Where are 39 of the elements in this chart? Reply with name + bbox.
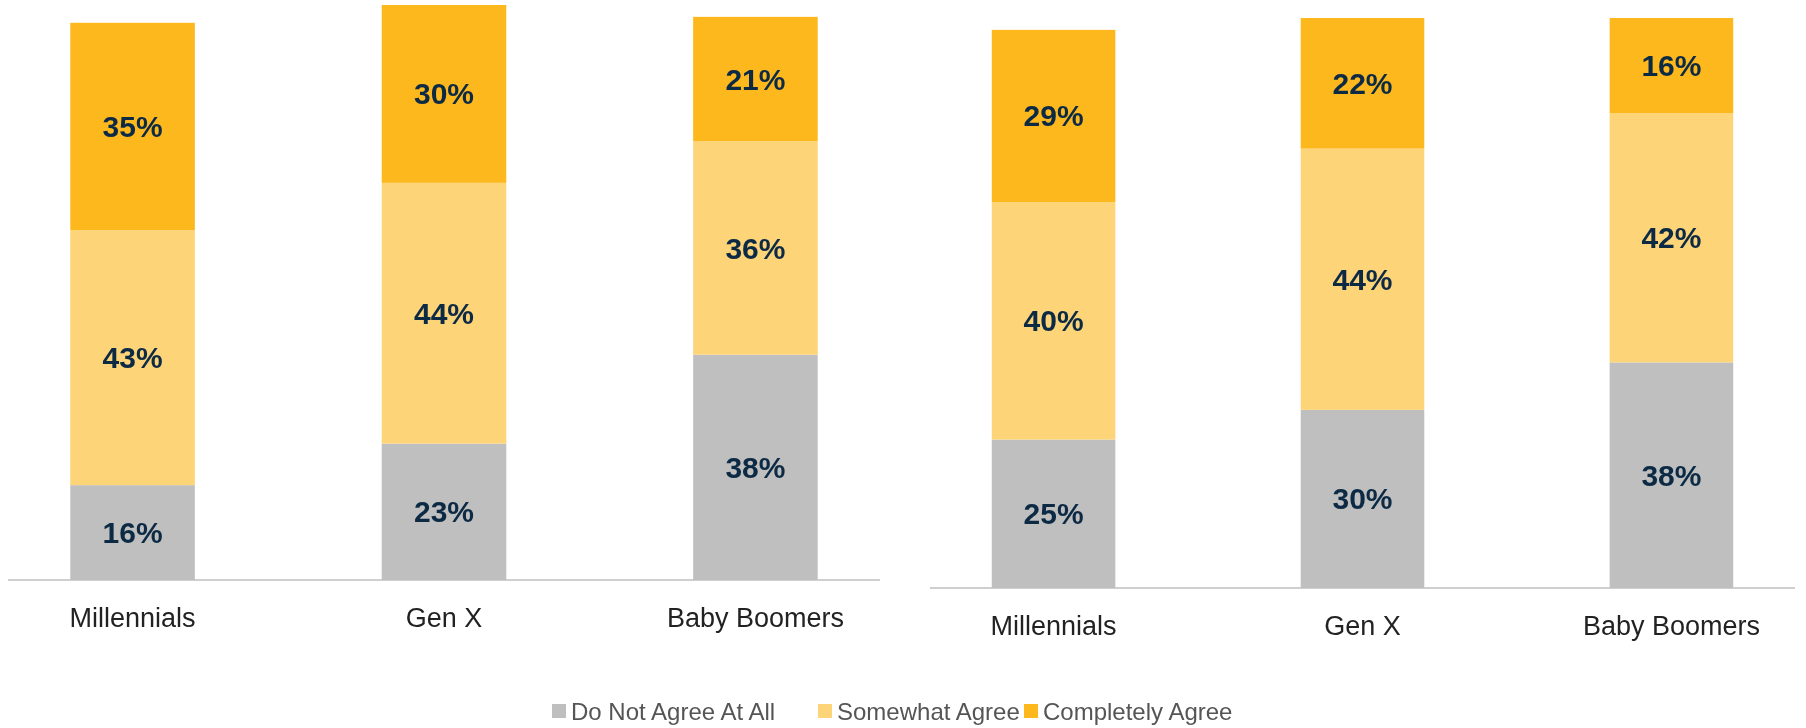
legend-label: Completely Agree bbox=[1043, 698, 1233, 726]
bar bbox=[1300, 148, 1425, 410]
data-label: 16% bbox=[1641, 49, 1702, 82]
bar bbox=[693, 141, 818, 355]
bar bbox=[693, 16, 818, 142]
bar bbox=[1609, 113, 1734, 363]
data-label: 22% bbox=[1332, 66, 1393, 100]
bar bbox=[381, 5, 507, 183]
x-tick-label: Baby Boomers bbox=[666, 603, 844, 633]
data-label: 38% bbox=[725, 450, 786, 484]
legend-label: Somewhat Agree bbox=[837, 698, 1020, 726]
data-label: 38% bbox=[1641, 458, 1702, 492]
data-label: 44% bbox=[1332, 262, 1393, 296]
bar bbox=[991, 202, 1116, 440]
data-label: 23% bbox=[413, 495, 475, 529]
data-label: 36% bbox=[725, 231, 786, 265]
data-label: 43% bbox=[102, 341, 163, 375]
x-tick-label: Millennials bbox=[990, 611, 1117, 641]
data-label: 16% bbox=[102, 516, 163, 550]
data-label: 42% bbox=[1641, 221, 1702, 255]
data-label: 40% bbox=[1023, 304, 1084, 338]
data-label: 21% bbox=[725, 62, 786, 96]
bar bbox=[1300, 18, 1425, 149]
x-tick-label: Gen X bbox=[1324, 611, 1401, 641]
data-label: 44% bbox=[413, 296, 475, 330]
x-tick-label: Gen X bbox=[405, 603, 483, 633]
bar bbox=[991, 29, 1116, 203]
data-label: 29% bbox=[1023, 99, 1084, 133]
bar bbox=[381, 182, 507, 444]
bar bbox=[1609, 18, 1734, 113]
data-label: 25% bbox=[1023, 497, 1084, 531]
data-label: 30% bbox=[1332, 482, 1393, 516]
x-tick-label: Millennials bbox=[69, 603, 196, 633]
legend-label: Do Not Agree At All bbox=[571, 698, 776, 726]
x-tick-label: Baby Boomers bbox=[1582, 611, 1760, 641]
bar bbox=[70, 22, 195, 231]
data-label: 30% bbox=[413, 77, 475, 111]
bar bbox=[70, 230, 195, 486]
data-label: 35% bbox=[102, 110, 163, 144]
